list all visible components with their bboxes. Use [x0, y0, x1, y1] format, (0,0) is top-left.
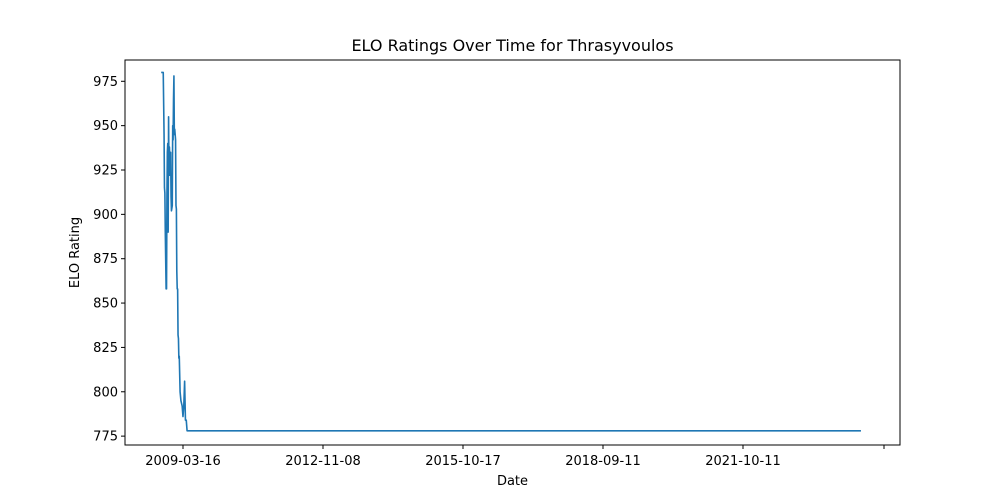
y-tick-label: 825 — [93, 341, 118, 356]
x-tick-label: 2018-09-11 — [565, 454, 641, 469]
chart-title: ELO Ratings Over Time for Thrasyvoulos — [351, 36, 673, 55]
x-tick-label: 2015-10-17 — [425, 454, 501, 469]
y-tick-label: 875 — [93, 252, 118, 267]
x-axis-label: Date — [497, 474, 528, 489]
y-tick-label: 775 — [93, 430, 118, 445]
y-tick-label: 850 — [93, 297, 118, 312]
x-axis-ticks: 2009-03-16 2012-11-08 2015-10-17 2018-09-11… — [145, 445, 885, 469]
y-tick-label: 950 — [93, 119, 118, 134]
x-tick-label: 2012-11-08 — [285, 454, 361, 469]
plot-frame — [124, 59, 901, 446]
series-layer — [161, 71, 861, 432]
y-axis-ticks: 775 800 825 850 875 900 925 950 975 — [93, 75, 125, 445]
elo-series-line — [161, 71, 861, 432]
plot-area — [125, 60, 900, 445]
y-tick-label: 925 — [93, 164, 118, 179]
y-tick-label: 975 — [93, 75, 118, 90]
y-axis-label: ELO Rating — [68, 217, 83, 288]
x-tick-label: 2009-03-16 — [145, 454, 221, 469]
y-tick-label: 900 — [93, 208, 118, 223]
y-tick-label: 800 — [93, 385, 118, 400]
x-tick-label: 2021-10-11 — [705, 454, 781, 469]
